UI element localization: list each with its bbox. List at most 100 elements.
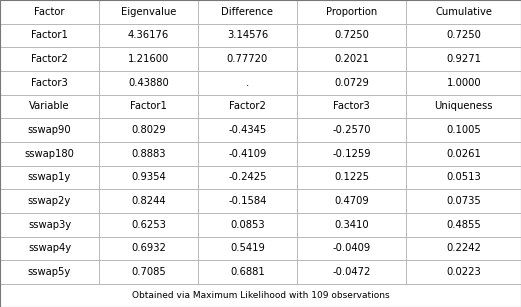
Text: Factor2: Factor2: [31, 54, 68, 64]
Bar: [0, 71, 99, 95]
Bar: [406, 118, 521, 142]
Text: 0.0513: 0.0513: [446, 173, 481, 182]
Bar: [406, 142, 521, 166]
Text: sswap1y: sswap1y: [28, 173, 71, 182]
Bar: [0, 118, 99, 142]
Text: 0.7250: 0.7250: [446, 30, 481, 41]
Bar: [297, 118, 406, 142]
Bar: [0, 237, 99, 260]
Text: 0.1005: 0.1005: [446, 125, 481, 135]
Bar: [297, 24, 406, 47]
Text: Factor1: Factor1: [130, 102, 167, 111]
Text: Factor2: Factor2: [229, 102, 266, 111]
Text: 0.2021: 0.2021: [334, 54, 369, 64]
Bar: [297, 71, 406, 95]
Text: sswap180: sswap180: [24, 149, 75, 159]
Bar: [0, 142, 99, 166]
Bar: [99, 118, 198, 142]
Bar: [0, 213, 99, 237]
Bar: [198, 213, 297, 237]
Bar: [0, 47, 99, 71]
Text: Factor3: Factor3: [31, 78, 68, 88]
Text: 0.8029: 0.8029: [131, 125, 166, 135]
Bar: [198, 237, 297, 260]
Bar: [297, 166, 406, 189]
Bar: [99, 24, 198, 47]
Text: 0.8883: 0.8883: [131, 149, 166, 159]
Bar: [99, 71, 198, 95]
Bar: [198, 0, 297, 24]
Text: 0.4709: 0.4709: [334, 196, 369, 206]
Text: 0.7250: 0.7250: [334, 30, 369, 41]
Text: 0.3410: 0.3410: [334, 220, 369, 230]
Bar: [99, 237, 198, 260]
Text: 0.6881: 0.6881: [230, 267, 265, 277]
Text: Factor3: Factor3: [333, 102, 370, 111]
Text: 0.43880: 0.43880: [128, 78, 169, 88]
Text: -0.0409: -0.0409: [332, 243, 371, 254]
Text: 0.0853: 0.0853: [230, 220, 265, 230]
Text: Uniqueness: Uniqueness: [435, 102, 493, 111]
Text: 0.0735: 0.0735: [446, 196, 481, 206]
Text: 0.1225: 0.1225: [334, 173, 369, 182]
Text: 0.5419: 0.5419: [230, 243, 265, 254]
Bar: [198, 71, 297, 95]
Bar: [99, 0, 198, 24]
Text: Difference: Difference: [221, 7, 274, 17]
Bar: [198, 118, 297, 142]
Text: Variable: Variable: [29, 102, 70, 111]
Text: Factor1: Factor1: [31, 30, 68, 41]
Bar: [198, 47, 297, 71]
Text: 4.36176: 4.36176: [128, 30, 169, 41]
Text: 0.2242: 0.2242: [446, 243, 481, 254]
Text: sswap90: sswap90: [28, 125, 71, 135]
Bar: [198, 142, 297, 166]
Bar: [297, 0, 406, 24]
Bar: [0, 24, 99, 47]
Bar: [0, 95, 99, 118]
Text: Proportion: Proportion: [326, 7, 377, 17]
Text: 0.9271: 0.9271: [446, 54, 481, 64]
Text: -0.4345: -0.4345: [228, 125, 267, 135]
Bar: [0, 260, 99, 284]
Bar: [198, 95, 297, 118]
Bar: [406, 24, 521, 47]
Bar: [99, 213, 198, 237]
Text: Obtained via Maximum Likelihood with 109 observations: Obtained via Maximum Likelihood with 109…: [132, 291, 389, 300]
Bar: [406, 95, 521, 118]
Bar: [297, 189, 406, 213]
Bar: [198, 166, 297, 189]
Bar: [297, 213, 406, 237]
Bar: [297, 237, 406, 260]
Text: sswap4y: sswap4y: [28, 243, 71, 254]
Bar: [99, 95, 198, 118]
Bar: [297, 260, 406, 284]
Text: sswap2y: sswap2y: [28, 196, 71, 206]
Text: -0.1584: -0.1584: [228, 196, 267, 206]
Text: 1.0000: 1.0000: [446, 78, 481, 88]
Bar: [99, 142, 198, 166]
Bar: [0, 0, 99, 24]
Bar: [99, 260, 198, 284]
Text: 0.7085: 0.7085: [131, 267, 166, 277]
Bar: [297, 95, 406, 118]
Text: 0.0261: 0.0261: [446, 149, 481, 159]
Bar: [198, 260, 297, 284]
Text: -0.1259: -0.1259: [332, 149, 371, 159]
Bar: [406, 260, 521, 284]
Bar: [297, 47, 406, 71]
Bar: [406, 189, 521, 213]
Bar: [297, 142, 406, 166]
Text: 3.14576: 3.14576: [227, 30, 268, 41]
Bar: [0, 284, 521, 307]
Text: 0.77720: 0.77720: [227, 54, 268, 64]
Bar: [99, 47, 198, 71]
Bar: [406, 237, 521, 260]
Bar: [406, 213, 521, 237]
Bar: [406, 47, 521, 71]
Bar: [99, 189, 198, 213]
Text: 0.9354: 0.9354: [131, 173, 166, 182]
Text: -0.0472: -0.0472: [332, 267, 371, 277]
Text: 0.4855: 0.4855: [446, 220, 481, 230]
Bar: [406, 166, 521, 189]
